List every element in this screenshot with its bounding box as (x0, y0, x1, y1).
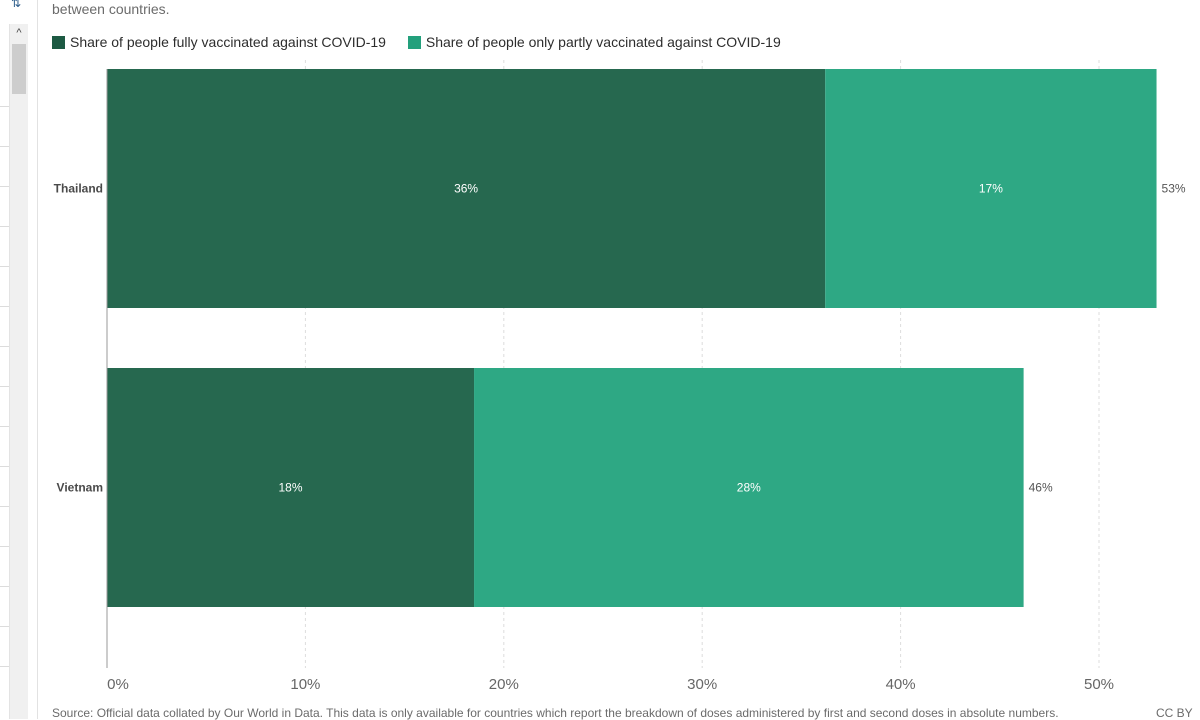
row-divider (0, 306, 9, 307)
bar-value-label: 28% (737, 481, 761, 495)
bar-total-label: 53% (1162, 182, 1186, 196)
x-tick-label: 0% (107, 676, 129, 693)
chart-legend: Share of people fully vaccinated against… (52, 34, 799, 50)
row-divider (0, 186, 9, 187)
bar-value-label: 17% (979, 182, 1003, 196)
row-divider (0, 546, 9, 547)
bar-total-label: 46% (1029, 481, 1053, 495)
scrollbar-thumb[interactable] (12, 44, 26, 94)
bar-value-label: 36% (454, 182, 478, 196)
row-divider (0, 426, 9, 427)
x-tick-label: 30% (687, 676, 717, 693)
chevron-up-icon[interactable]: ^ (16, 27, 22, 39)
legend-item-partly[interactable]: Share of people only partly vaccinated a… (407, 34, 781, 50)
row-divider (0, 386, 9, 387)
bar-segment[interactable] (825, 69, 1157, 308)
row-divider (0, 586, 9, 587)
legend-swatch-fully (52, 36, 65, 49)
side-panel: ⇅ ^ (0, 0, 38, 719)
row-divider (0, 506, 9, 507)
vertical-scrollbar[interactable]: ^ (9, 24, 28, 719)
x-tick-label: 50% (1084, 676, 1114, 693)
stacked-bar-chart: 0% 10% 20% 30% 40% 50% 36% 17% 53% Thailand 18% 28%… (54, 60, 1186, 693)
x-tick-label: 10% (290, 676, 320, 693)
row-divider (0, 466, 9, 467)
legend-swatch-partly (407, 36, 421, 49)
bar-segment[interactable] (474, 368, 1024, 607)
row-divider (0, 146, 9, 147)
category-label: Thailand (54, 182, 103, 196)
x-tick-label: 20% (489, 676, 519, 693)
sort-icon[interactable]: ⇅ (11, 0, 22, 10)
bar-segment[interactable] (107, 368, 475, 607)
bar-value-label: 18% (279, 481, 303, 495)
category-label: Vietnam (57, 481, 103, 495)
x-tick-label: 40% (886, 676, 916, 693)
row-divider (0, 666, 9, 667)
source-note: Source: Official data collated by Our Wo… (52, 706, 1059, 720)
row-divider (0, 106, 9, 107)
legend-label-partly: Share of people only partly vaccinated a… (425, 34, 781, 50)
bar-segment[interactable] (107, 69, 826, 308)
row-divider (0, 346, 9, 347)
row-divider (0, 226, 9, 227)
legend-label-fully: Share of people fully vaccinated against… (70, 34, 386, 50)
row-divider (0, 266, 9, 267)
chart-subtitle: between countries. (52, 1, 170, 17)
legend-item-fully[interactable]: Share of people fully vaccinated against… (52, 34, 386, 50)
row-divider (0, 626, 9, 627)
license-link[interactable]: CC BY (1156, 706, 1193, 720)
